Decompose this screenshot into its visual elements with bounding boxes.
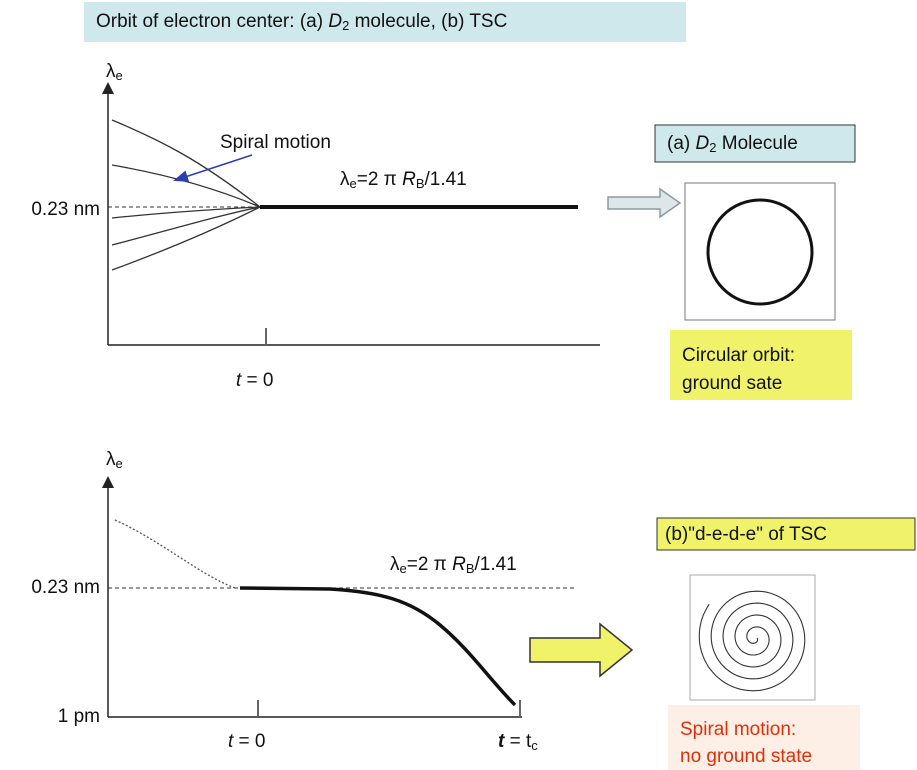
text: λ [106,61,116,82]
caption: no ground state [680,746,812,767]
text: = [504,731,526,752]
annotation-arrow [173,154,253,182]
orbit-box [689,574,816,701]
text: B [416,176,425,191]
panel-a: λe 0.23 nm Spiral motion λe=2 π RB/1.41 … [31,61,856,400]
text: Molecule [716,133,797,154]
dotted-curve [114,519,236,589]
y-tick-label: 0.23 nm [31,577,100,598]
text: =2 π [407,554,452,575]
text: =2 π [357,169,402,190]
text: R [452,554,466,575]
text: e [116,456,123,471]
label: (b)"d-e-d-e" of TSC [665,524,827,545]
text: Orbit of electron center: (a) [96,11,328,32]
text: e [350,176,357,191]
caption-box [670,330,852,400]
panel-b: λe 0.23 nm 1 pm λe=2 π RB/1.41 t = 0 t =… [31,449,916,770]
text: molecule, (b) TSC [349,11,507,32]
text: = 0 [241,370,273,391]
text: t [498,731,505,752]
label-box [654,124,856,163]
text: B [466,561,475,576]
spiral-curves [111,119,261,271]
text: λ [390,554,400,575]
text: 2 [342,18,349,33]
label: (a) D2 Molecule [667,133,798,155]
equation: λe=2 π RB/1.41 [340,169,467,191]
text: R [402,169,416,190]
y-tick-label: 0.23 nm [31,199,100,220]
text: e [116,68,123,83]
text: t [228,731,234,752]
equation: λe=2 π RB/1.41 [390,554,517,576]
decay-curve [239,586,517,707]
caption: ground sate [682,373,782,394]
circular-orbit [706,198,814,306]
text: c [531,738,538,753]
text: λ [106,449,116,470]
text: /1.41 [424,169,466,190]
title-box [84,2,686,42]
spiral-orbit [698,590,806,692]
title: Orbit of electron center: (a) D2 molecul… [96,11,507,33]
text: D [328,11,342,32]
orbit-box [684,182,836,321]
y-label: λe [106,449,123,471]
text: e [400,561,407,576]
y-tick-label: 1 pm [58,706,100,727]
text: (a) [667,133,696,154]
arrow [607,187,682,219]
arrow [529,622,634,678]
caption-box [668,705,860,770]
x-tick-label: t = tc [498,731,538,753]
x-tick-label: t = 0 [236,370,274,391]
label-box [656,517,916,551]
annotation: Spiral motion [220,132,331,153]
text: /1.41 [474,554,516,575]
caption: Circular orbit: [682,345,795,366]
text: t [236,370,242,391]
y-label: λe [106,61,123,83]
text: = 0 [233,731,265,752]
text: t [526,731,532,752]
text: λ [340,169,350,190]
caption: Spiral motion: [680,719,796,740]
x-tick-label: t = 0 [228,731,266,752]
text: 2 [709,140,716,155]
text: D [696,133,710,154]
